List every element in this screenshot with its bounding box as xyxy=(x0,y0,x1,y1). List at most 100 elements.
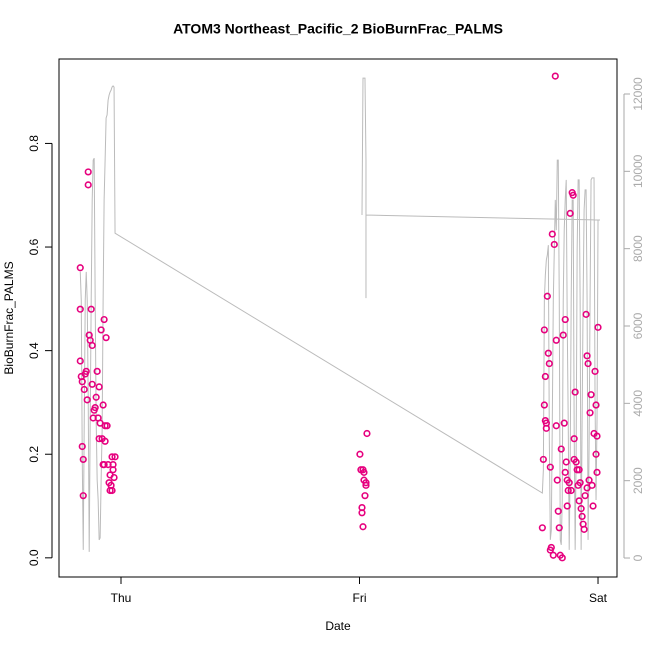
data-point xyxy=(577,505,585,513)
data-point xyxy=(587,391,595,399)
data-point xyxy=(539,455,547,464)
data-point xyxy=(102,334,110,342)
y2-tick-label: 10000 xyxy=(631,154,645,188)
data-point xyxy=(564,486,572,495)
data-point xyxy=(559,331,567,339)
data-point xyxy=(95,435,103,443)
data-point xyxy=(558,554,566,562)
data-point xyxy=(82,367,90,375)
data-point xyxy=(76,357,84,365)
data-point xyxy=(592,450,600,458)
data-point xyxy=(552,422,560,430)
data-point xyxy=(541,372,549,381)
data-point xyxy=(95,383,103,391)
data-point xyxy=(551,72,559,80)
data-point xyxy=(562,458,570,466)
y-axis-label: BioBurnFrac_PALMS xyxy=(2,261,16,374)
data-point xyxy=(548,230,556,238)
data-point xyxy=(111,453,119,461)
data-point xyxy=(588,481,596,489)
data-point xyxy=(540,401,548,409)
data-point xyxy=(79,455,87,464)
data-point xyxy=(538,524,546,532)
data-point xyxy=(547,543,555,552)
y2-tick-label: 0 xyxy=(631,554,645,561)
data-point xyxy=(583,352,591,360)
data-point xyxy=(362,479,370,487)
data-point xyxy=(83,396,91,404)
y-tick-label: 0.0 xyxy=(27,549,41,566)
y-tick-label: 0.2 xyxy=(27,446,41,463)
x-tick-label: Sat xyxy=(589,591,608,605)
data-point xyxy=(360,468,368,476)
data-point xyxy=(584,359,592,368)
data-point xyxy=(356,450,364,458)
data-point xyxy=(100,460,108,469)
data-point xyxy=(575,497,583,505)
data-point xyxy=(108,486,116,495)
x-axis-label: Date xyxy=(325,619,351,633)
data-point xyxy=(361,492,369,500)
data-point xyxy=(84,168,92,176)
data-point xyxy=(78,378,86,386)
data-point xyxy=(554,507,562,515)
data-point xyxy=(358,509,366,517)
plot-box xyxy=(58,58,618,578)
data-point xyxy=(78,442,86,451)
data-point xyxy=(561,468,569,476)
data-point xyxy=(87,305,95,313)
x-tick-label: Thu xyxy=(111,591,132,605)
data-point xyxy=(581,492,589,500)
data-point xyxy=(93,367,101,375)
data-point xyxy=(594,323,602,331)
data-point xyxy=(553,476,561,484)
y-tick-label: 0.6 xyxy=(27,238,41,255)
data-point xyxy=(544,349,552,357)
data-point xyxy=(540,326,548,334)
data-point xyxy=(543,292,551,300)
data-point xyxy=(570,435,578,443)
data-point xyxy=(109,466,117,474)
data-point xyxy=(560,419,568,427)
data-point xyxy=(580,525,588,533)
data-point xyxy=(549,551,557,559)
data-point xyxy=(76,264,84,272)
data-point xyxy=(593,468,601,476)
y2-tick-label: 2000 xyxy=(631,467,645,494)
data-point xyxy=(80,385,88,394)
data-point xyxy=(106,471,114,479)
x-tick-label: Fri xyxy=(353,591,367,605)
y2-tick-label: 8000 xyxy=(631,235,645,262)
data-point xyxy=(99,401,107,409)
data-point xyxy=(97,326,105,334)
data-point xyxy=(362,481,370,489)
data-point xyxy=(363,429,371,438)
data-point xyxy=(92,393,100,401)
data-point xyxy=(592,401,600,409)
data-point xyxy=(566,209,574,217)
data-point xyxy=(571,388,579,396)
data-point xyxy=(575,466,583,474)
data-point xyxy=(91,404,99,412)
data-point xyxy=(545,359,553,368)
data-point xyxy=(88,380,96,388)
data-point xyxy=(552,336,560,344)
data-point xyxy=(561,315,569,324)
data-point xyxy=(582,310,590,318)
data-point xyxy=(557,445,565,453)
data-point xyxy=(569,191,577,199)
data-point xyxy=(555,524,563,532)
data-point xyxy=(591,367,599,375)
data-point xyxy=(359,523,367,531)
data-point xyxy=(565,479,573,487)
y-tick-label: 0.4 xyxy=(27,342,41,359)
data-point xyxy=(567,486,575,495)
data-point xyxy=(108,453,116,461)
altitude-line xyxy=(79,77,601,552)
data-point xyxy=(100,315,108,324)
data-point xyxy=(572,458,580,466)
data-point xyxy=(101,437,109,445)
data-point xyxy=(76,305,84,313)
data-point xyxy=(576,479,584,487)
